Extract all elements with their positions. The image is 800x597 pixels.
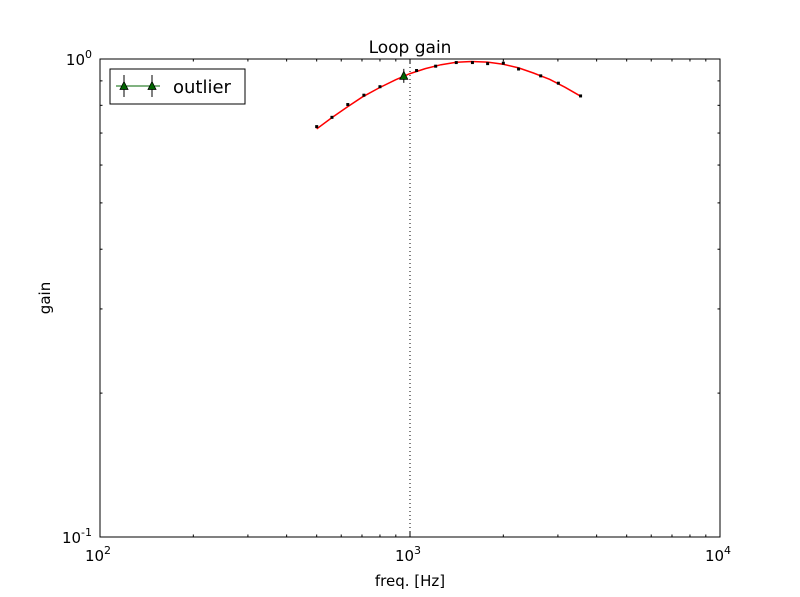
data-point (346, 103, 350, 107)
chart-title: Loop gain (369, 38, 452, 58)
axes-frame (99, 58, 721, 538)
data-point (470, 61, 474, 65)
data-point (362, 93, 366, 97)
legend-marker (147, 80, 157, 90)
outlier-point (399, 70, 409, 80)
data-point (556, 81, 560, 85)
data-point (330, 115, 334, 119)
data-point (539, 74, 543, 78)
data-point (434, 64, 438, 68)
data-point (315, 125, 319, 129)
data-point (378, 85, 382, 89)
fit-curve-line (316, 60, 581, 130)
data-point (486, 62, 490, 66)
legend: outlier (109, 68, 246, 105)
legend-label: outlier (173, 77, 232, 98)
data-point (454, 61, 458, 65)
data-point (501, 61, 505, 65)
legend-marker (119, 80, 129, 90)
data-point (415, 69, 419, 73)
x-axis-label: freq. [Hz] (375, 572, 445, 590)
data-point (517, 67, 521, 71)
y-axis-label: gain (36, 282, 54, 314)
data-point (579, 94, 583, 98)
